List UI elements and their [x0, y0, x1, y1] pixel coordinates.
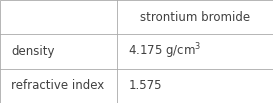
Text: 1.575: 1.575 [128, 79, 162, 92]
Text: refractive index: refractive index [11, 79, 104, 92]
Text: density: density [11, 45, 54, 58]
Text: 4.175 g/cm$^{3}$: 4.175 g/cm$^{3}$ [128, 42, 202, 61]
Text: strontium bromide: strontium bromide [140, 11, 250, 24]
